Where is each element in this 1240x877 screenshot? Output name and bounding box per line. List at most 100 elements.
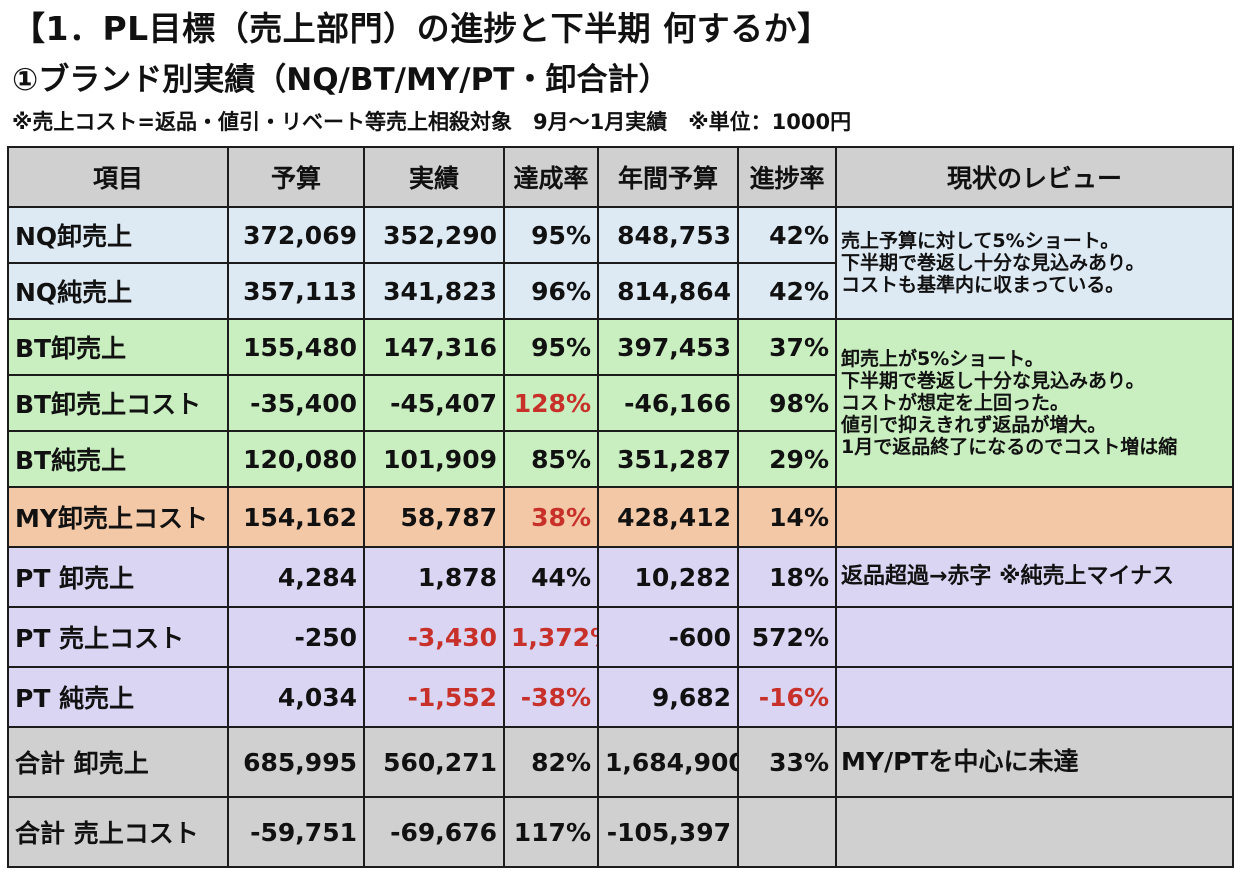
unit-note: ※売上コスト=返品・値引・リベート等売上相殺対象 9月～1月実績 ※単位：100… (12, 110, 852, 134)
table-row: PT 売上コスト -250 -3,430 1,372% -600 572% (7, 606, 1234, 668)
row-progress: 18% (737, 546, 837, 608)
row-actual: 147,316 (363, 318, 505, 376)
table-row: 合計 卸売上 685,995 560,271 82% 1,684,900 33%… (7, 726, 1234, 798)
table-row: NQ卸売上 372,069 352,290 95% 848,753 42% 売上… (7, 206, 1234, 320)
header-review: 現状のレビュー (835, 146, 1234, 208)
row-achievement: 95% (503, 206, 599, 264)
review-line: 下半期で巻返し十分な見込みあり。 (841, 370, 1145, 392)
table-row: MY卸売上コスト 154,162 58,787 38% 428,412 14% (7, 486, 1234, 548)
header-achievement: 達成率 (503, 146, 599, 208)
row-progress: 42% (737, 262, 837, 320)
row-actual: 58,787 (363, 486, 505, 548)
table-row: BT卸売上 155,480 147,316 95% 397,453 37% 卸売… (7, 318, 1234, 488)
review-line: 下半期で巻返し十分な見込みあり。 (841, 252, 1145, 274)
review-line: 売上予算に対して5%ショート。 (841, 230, 1120, 252)
row-budget: 357,113 (227, 262, 365, 320)
row-annual-budget: 428,412 (597, 486, 739, 548)
row-achievement: 128% (503, 374, 599, 432)
row-budget: 155,480 (227, 318, 365, 376)
row-achievement: 1,372% (503, 606, 599, 668)
row-actual: 352,290 (363, 206, 505, 264)
brand-performance-table: 項目 予算 実績 達成率 年間予算 進捗率 現状のレビュー NQ卸売上 372,… (7, 146, 1234, 868)
table-row: BT卸売上コスト -35,400 -45,407 128% -46,166 98… (7, 374, 1233, 432)
row-achievement: -38% (503, 666, 599, 728)
row-achievement: 82% (503, 726, 599, 798)
row-item: PT 卸売上 (7, 546, 229, 608)
row-item: MY卸売上コスト (7, 486, 229, 548)
row-budget: -59,751 (227, 796, 365, 868)
row-progress (737, 796, 837, 868)
row-annual-budget: -46,166 (597, 374, 739, 432)
review-total: MY/PTを中心に未達 (835, 726, 1234, 798)
row-budget: 4,284 (227, 546, 365, 608)
table-header-row: 項目 予算 実績 達成率 年間予算 進捗率 現状のレビュー (7, 146, 1234, 208)
row-annual-budget: 351,287 (597, 430, 739, 488)
review-pt-empty (835, 666, 1234, 728)
row-progress: 98% (737, 374, 837, 432)
review-nq: 売上予算に対して5%ショート。 下半期で巻返し十分な見込みあり。 コストも基準内… (835, 206, 1234, 320)
row-progress: 42% (737, 206, 837, 264)
row-annual-budget: -600 (597, 606, 739, 668)
row-item: NQ卸売上 (7, 206, 229, 264)
table-row: 合計 売上コスト -59,751 -69,676 117% -105,397 (7, 796, 1234, 868)
row-annual-budget: 397,453 (597, 318, 739, 376)
review-pt: 返品超過→赤字 ※純売上マイナス (835, 546, 1234, 608)
row-achievement: 85% (503, 430, 599, 488)
row-actual: 341,823 (363, 262, 505, 320)
row-progress: -16% (737, 666, 837, 728)
review-my (835, 486, 1234, 548)
row-progress: 37% (737, 318, 837, 376)
row-item: 合計 売上コスト (7, 796, 229, 868)
row-annual-budget: 9,682 (597, 666, 739, 728)
row-progress: 33% (737, 726, 837, 798)
review-line: 卸売上が5%ショート。 (841, 348, 1044, 370)
page-subtitle: ①ブランド別実績（NQ/BT/MY/PT・卸合計） (12, 62, 670, 98)
row-item: BT卸売上 (7, 318, 229, 376)
review-total-empty (835, 796, 1234, 868)
row-actual: -69,676 (363, 796, 505, 868)
review-line: 1月で返品終了になるのでコスト増は縮 (841, 436, 1178, 458)
row-budget: -250 (227, 606, 365, 668)
review-line: 値引で抑えきれず返品が増大。 (841, 414, 1107, 436)
row-item: PT 売上コスト (7, 606, 229, 668)
review-line: コストが想定を上回った。 (841, 392, 1070, 414)
header-progress: 進捗率 (737, 146, 837, 208)
page-title: 【1．PL目標（売上部門）の進捗と下半期 何するか】 (12, 9, 831, 48)
row-budget: 120,080 (227, 430, 365, 488)
row-achievement: 95% (503, 318, 599, 376)
row-achievement: 117% (503, 796, 599, 868)
row-annual-budget: 1,684,900 (597, 726, 739, 798)
row-budget: -35,400 (227, 374, 365, 432)
row-item: BT純売上 (7, 430, 229, 488)
row-actual: -3,430 (363, 606, 505, 668)
row-annual-budget: 10,282 (597, 546, 739, 608)
row-budget: 685,995 (227, 726, 365, 798)
row-achievement: 38% (503, 486, 599, 548)
table-row: PT 純売上 4,034 -1,552 -38% 9,682 -16% (7, 666, 1234, 728)
header-annual-budget: 年間予算 (597, 146, 739, 208)
row-budget: 372,069 (227, 206, 365, 264)
row-actual: -45,407 (363, 374, 505, 432)
table-row: BT純売上 120,080 101,909 85% 351,287 29% (7, 430, 1233, 488)
row-actual: 101,909 (363, 430, 505, 488)
header-actual: 実績 (363, 146, 505, 208)
table-row: NQ純売上 357,113 341,823 96% 814,864 42% (7, 262, 1233, 320)
row-budget: 4,034 (227, 666, 365, 728)
row-progress: 14% (737, 486, 837, 548)
review-pt-empty (835, 606, 1234, 668)
row-item: 合計 卸売上 (7, 726, 229, 798)
header-budget: 予算 (227, 146, 365, 208)
row-actual: 1,878 (363, 546, 505, 608)
review-bt: 卸売上が5%ショート。 下半期で巻返し十分な見込みあり。 コストが想定を上回った… (835, 318, 1234, 488)
row-actual: -1,552 (363, 666, 505, 728)
table-row: PT 卸売上 4,284 1,878 44% 10,282 18% 返品超過→赤… (7, 546, 1234, 608)
row-achievement: 96% (503, 262, 599, 320)
row-annual-budget: -105,397 (597, 796, 739, 868)
row-item: PT 純売上 (7, 666, 229, 728)
row-achievement: 44% (503, 546, 599, 608)
row-annual-budget: 814,864 (597, 262, 739, 320)
row-progress: 29% (737, 430, 837, 488)
row-annual-budget: 848,753 (597, 206, 739, 264)
row-budget: 154,162 (227, 486, 365, 548)
review-line: コストも基準内に収まっている。 (841, 274, 1125, 296)
